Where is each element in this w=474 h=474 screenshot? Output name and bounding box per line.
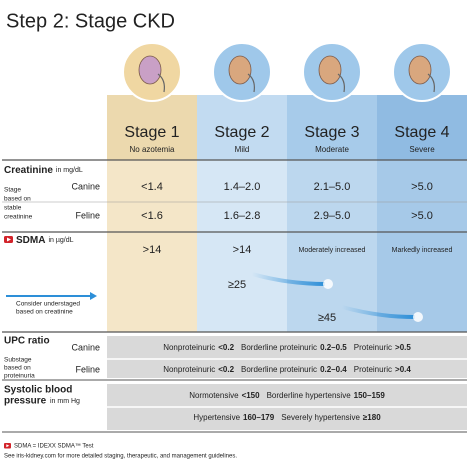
note: creatinine xyxy=(4,214,33,221)
note: based on xyxy=(4,365,31,372)
band-label: Normotensive xyxy=(189,391,239,400)
section-heading: Creatinine in mg/dL xyxy=(4,165,83,176)
stage-desc: No azotemia xyxy=(130,145,175,154)
cell: Moderately increased xyxy=(299,247,366,254)
cell: 2.1–5.0 xyxy=(314,181,351,193)
band-label: Nonproteinuric xyxy=(163,343,215,352)
kidney xyxy=(318,55,342,85)
note: based on xyxy=(4,196,31,203)
section-heading: Systolic blood xyxy=(4,385,72,396)
arrow-end xyxy=(413,312,423,322)
band-label: Borderline proteinuric xyxy=(241,343,317,352)
band-value: >0.5 xyxy=(395,343,411,352)
cell: >5.0 xyxy=(411,181,433,193)
stage-header-bg xyxy=(287,95,377,160)
stage-desc: Mild xyxy=(235,145,250,154)
cell: Markedly increased xyxy=(392,247,453,254)
band-label: Borderline hypertensive xyxy=(267,391,352,400)
stage-desc: Moderate xyxy=(315,145,349,154)
cell: 2.9–5.0 xyxy=(314,210,351,222)
ureter xyxy=(247,73,255,93)
note: based on creatinine xyxy=(16,309,73,316)
stage-name: Stage 1 xyxy=(124,124,179,141)
heading: SDMA xyxy=(16,235,45,246)
note: Stage xyxy=(4,187,21,194)
note-arrow-head xyxy=(90,292,97,300)
sdma-icon-play xyxy=(7,237,11,242)
band-row: Hypertensive 160–179 Severely hypertensive… xyxy=(193,413,381,422)
note: proteinuria xyxy=(4,373,35,380)
band-label: Nonproteinuric xyxy=(163,365,215,374)
cell: >14 xyxy=(233,244,252,256)
unit: in mm Hg xyxy=(50,398,80,405)
band-label: Borderline proteinuric xyxy=(241,365,317,374)
band-row: Normotensive <150 Borderline hypertensive 1… xyxy=(189,391,385,400)
stage-desc: Severe xyxy=(409,145,435,154)
band-label: Hypertensive xyxy=(193,413,240,422)
stage-header-bg xyxy=(107,95,197,160)
section-heading: SDMA in µg/dL xyxy=(16,235,74,246)
kidney xyxy=(228,55,252,85)
band-value: 160–179 xyxy=(243,413,275,422)
band-value: >0.4 xyxy=(395,365,411,374)
footnote: See iris-kidney.com for more detailed st… xyxy=(4,454,237,460)
note: Substage xyxy=(4,357,32,364)
band-value: <150 xyxy=(242,391,261,400)
band-value: <0.2 xyxy=(218,343,234,352)
arrow-end xyxy=(323,279,333,289)
ureter xyxy=(157,73,165,93)
unit: in µg/dL xyxy=(48,237,73,244)
cell: >5.0 xyxy=(411,210,433,222)
kidney xyxy=(138,55,162,85)
band-row: Nonproteinuric <0.2 Borderline proteinuric… xyxy=(163,343,411,352)
upgrade-arrow xyxy=(251,272,326,286)
band-value: 0.2–0.4 xyxy=(320,365,347,374)
band-value: <0.2 xyxy=(218,365,234,374)
ureter xyxy=(337,73,345,93)
stage-header-bg xyxy=(377,95,467,160)
band-label: Proteinuric xyxy=(354,343,392,352)
sdma-icon-play xyxy=(6,444,10,448)
band-value: 150–159 xyxy=(354,391,386,400)
section-heading: UPC ratio xyxy=(4,336,50,347)
band-label: Proteinuric xyxy=(354,365,392,374)
note: stable xyxy=(4,205,22,212)
ureter xyxy=(427,73,435,93)
stage-name: Stage 4 xyxy=(394,124,449,141)
cell: ≥45 xyxy=(318,312,336,324)
upc-band xyxy=(107,336,467,378)
footnote: SDMA = IDEXX SDMA™ Test xyxy=(14,443,94,450)
section-heading: pressure xyxy=(4,396,47,407)
band-value: 0.2–0.5 xyxy=(320,343,347,352)
cell: >14 xyxy=(143,244,162,256)
title: Step 2: Stage CKD xyxy=(6,10,175,32)
kidney xyxy=(408,55,432,85)
band-label: Severely hypertensive xyxy=(281,413,360,422)
band-row: Nonproteinuric <0.2 Borderline proteinuric… xyxy=(163,365,411,374)
note: Consider understaged xyxy=(16,301,80,308)
species: Feline xyxy=(75,364,100,374)
stage-name: Stage 3 xyxy=(304,124,359,141)
cell: ≥25 xyxy=(228,279,246,291)
band-value: ≥180 xyxy=(363,413,381,422)
upgrade-arrow xyxy=(341,305,416,319)
species: Canine xyxy=(71,181,100,191)
cell: <1.6 xyxy=(141,210,163,222)
stage-name: Stage 2 xyxy=(214,124,269,141)
stage-header-bg xyxy=(197,95,287,160)
heading: Creatinine xyxy=(4,165,53,176)
unit: in mg/dL xyxy=(56,167,83,174)
cell: 1.6–2.8 xyxy=(224,210,261,222)
species: Feline xyxy=(75,210,100,220)
species: Canine xyxy=(71,342,100,352)
cell: 1.4–2.0 xyxy=(224,181,261,193)
cell: <1.4 xyxy=(141,181,163,193)
